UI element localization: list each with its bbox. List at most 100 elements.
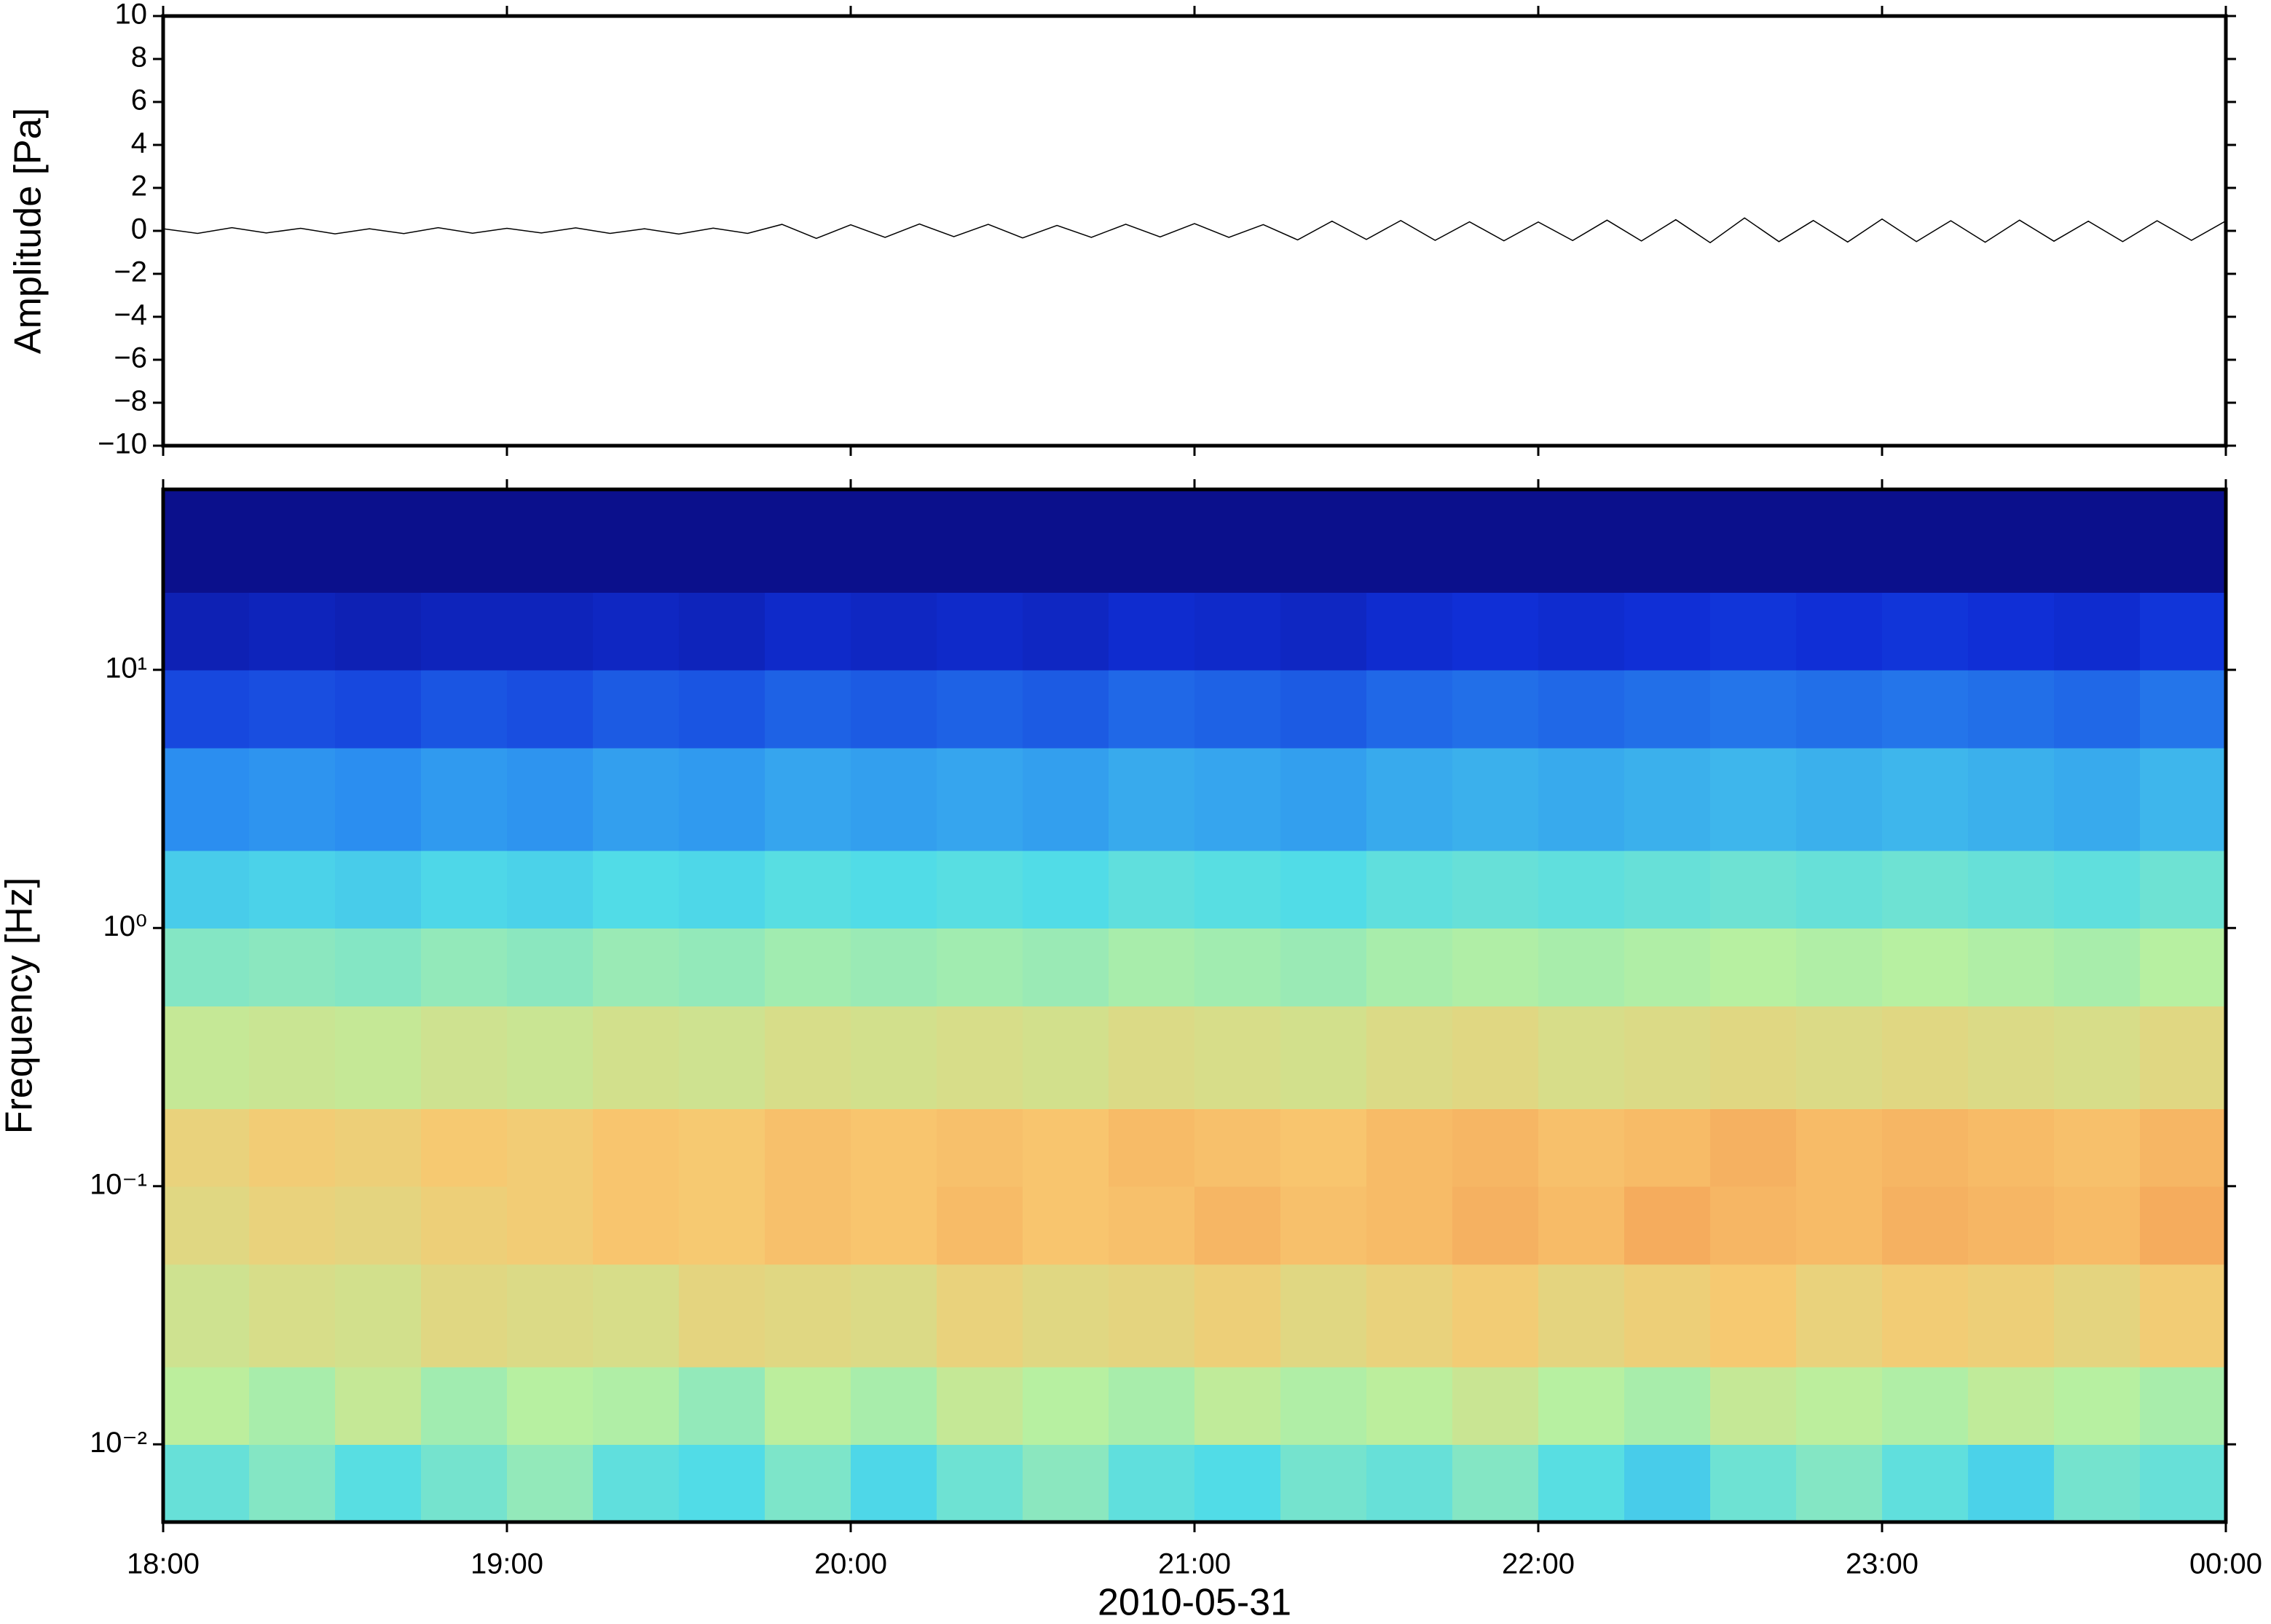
heatmap-cell bbox=[937, 1366, 1023, 1446]
heatmap-cell bbox=[937, 669, 1023, 749]
heatmap-cell bbox=[679, 1108, 765, 1187]
heatmap-cell bbox=[1624, 928, 1711, 1006]
y-tick-label: 10⁻² bbox=[90, 1427, 147, 1459]
heatmap-cell bbox=[1023, 850, 1109, 929]
heatmap-cell bbox=[1109, 1108, 1195, 1187]
heatmap-cell bbox=[1710, 1006, 1797, 1109]
heatmap-cell bbox=[1796, 1264, 1883, 1368]
heatmap-cell bbox=[1968, 1006, 2055, 1109]
heatmap-cell bbox=[1280, 747, 1367, 851]
y-tick-label: −2 bbox=[114, 256, 147, 288]
heatmap-cell bbox=[1280, 669, 1367, 749]
heatmap-cell bbox=[1710, 747, 1797, 851]
heatmap-cell bbox=[1366, 1264, 1453, 1368]
heatmap-cell bbox=[1194, 1186, 1281, 1265]
x-axis-label: 2010-05-31 bbox=[1098, 1582, 1291, 1624]
heatmap-cell bbox=[1968, 928, 2055, 1006]
heatmap-cell bbox=[1624, 489, 1711, 593]
y-tick-label: 10⁰ bbox=[103, 910, 147, 942]
heatmap-cell bbox=[593, 747, 680, 851]
heatmap-cell bbox=[851, 669, 937, 749]
heatmap-cell bbox=[851, 1108, 937, 1187]
heatmap-cell bbox=[1710, 1264, 1797, 1368]
heatmap-cell bbox=[1023, 1444, 1109, 1523]
heatmap-cell bbox=[1538, 1108, 1625, 1187]
heatmap-cell bbox=[1710, 592, 1797, 671]
heatmap-cell bbox=[163, 850, 250, 929]
heatmap-cell bbox=[1366, 1108, 1453, 1187]
heatmap-cell bbox=[1968, 669, 2055, 749]
panel bbox=[163, 489, 2227, 1523]
heatmap-cell bbox=[249, 1006, 336, 1109]
heatmap-cell bbox=[1968, 489, 2055, 593]
heatmap-cell bbox=[1194, 1006, 1281, 1109]
heatmap-cell bbox=[765, 592, 851, 671]
heatmap-cell bbox=[421, 747, 508, 851]
heatmap-cell bbox=[1538, 1444, 1625, 1523]
heatmap-cell bbox=[1366, 592, 1453, 671]
heatmap-cell bbox=[1968, 1186, 2055, 1265]
heatmap-cell bbox=[765, 1006, 851, 1109]
heatmap-cell bbox=[2054, 592, 2141, 671]
heatmap-cell bbox=[679, 747, 765, 851]
heatmap-cell bbox=[679, 850, 765, 929]
heatmap-cell bbox=[1882, 1366, 1969, 1446]
heatmap-cell bbox=[2054, 1006, 2141, 1109]
heatmap-cell bbox=[1796, 1186, 1883, 1265]
heatmap-cell bbox=[1796, 489, 1883, 593]
heatmap-cell bbox=[1538, 1006, 1625, 1109]
heatmap-cell bbox=[679, 489, 765, 593]
heatmap-cell bbox=[163, 747, 250, 851]
heatmap-cell bbox=[1624, 1366, 1711, 1446]
heatmap-cell bbox=[1194, 850, 1281, 929]
heatmap-cell bbox=[335, 850, 422, 929]
heatmap-cell bbox=[1452, 489, 1539, 593]
heatmap-cell bbox=[1538, 747, 1625, 851]
heatmap-cell bbox=[421, 489, 508, 593]
heatmap-cell bbox=[1194, 669, 1281, 749]
heatmap-cell bbox=[1882, 1108, 1969, 1187]
heatmap-cell bbox=[1710, 1366, 1797, 1446]
heatmap-cell bbox=[1280, 928, 1367, 1006]
heatmap-cell bbox=[507, 669, 594, 749]
heatmap-cell bbox=[1109, 1186, 1195, 1265]
heatmap-cell bbox=[1968, 747, 2055, 851]
heatmap-cell bbox=[1366, 489, 1453, 593]
heatmap-cell bbox=[679, 1444, 765, 1523]
heatmap-cell bbox=[1710, 850, 1797, 929]
heatmap-cell bbox=[2054, 489, 2141, 593]
heatmap-cell bbox=[2140, 592, 2227, 671]
heatmap-cell bbox=[851, 1264, 937, 1368]
heatmap-cell bbox=[1023, 592, 1109, 671]
heatmap-cell bbox=[679, 669, 765, 749]
heatmap-cell bbox=[1194, 1366, 1281, 1446]
heatmap-cell bbox=[2054, 669, 2141, 749]
y-tick-label: 0 bbox=[131, 213, 147, 245]
heatmap-cell bbox=[335, 1366, 422, 1446]
heatmap-cell bbox=[937, 1006, 1023, 1109]
x-tick-label: 21:00 bbox=[1158, 1548, 1231, 1580]
heatmap-cell bbox=[1624, 1006, 1711, 1109]
heatmap-cell bbox=[163, 1366, 250, 1446]
heatmap-cell bbox=[1710, 1444, 1797, 1523]
heatmap-cell bbox=[937, 592, 1023, 671]
heatmap-cell bbox=[1538, 592, 1625, 671]
heatmap-cell bbox=[507, 489, 594, 593]
heatmap-cell bbox=[1624, 592, 1711, 671]
heatmap-cell bbox=[2140, 669, 2227, 749]
heatmap-cell bbox=[249, 489, 336, 593]
heatmap-cell bbox=[1280, 1108, 1367, 1187]
heatmap-cell bbox=[1280, 1186, 1367, 1265]
heatmap-cell bbox=[507, 1444, 594, 1523]
heatmap-cell bbox=[851, 489, 937, 593]
y-axis-label: Amplitude [Pa] bbox=[7, 108, 50, 354]
heatmap-cell bbox=[593, 1186, 680, 1265]
heatmap-cell bbox=[679, 928, 765, 1006]
heatmap-cell bbox=[679, 592, 765, 671]
heatmap-cell bbox=[1538, 669, 1625, 749]
heatmap-cell bbox=[1366, 928, 1453, 1006]
heatmap-cell bbox=[507, 1006, 594, 1109]
heatmap-cell bbox=[1624, 1444, 1711, 1523]
heatmap-cell bbox=[765, 850, 851, 929]
heatmap-cell bbox=[679, 1264, 765, 1368]
